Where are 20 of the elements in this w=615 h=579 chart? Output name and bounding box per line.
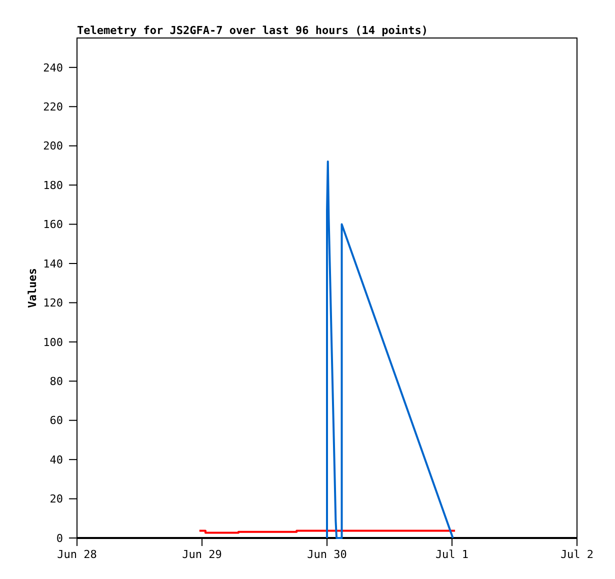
y-tick-label: 120 [43, 296, 63, 310]
y-tick-label: 240 [43, 61, 63, 74]
y-tick-label: 80 [50, 374, 63, 388]
y-tick-label: 20 [50, 492, 63, 506]
x-tick-label: Jun 30 [307, 548, 347, 561]
y-tick-label: 160 [43, 218, 63, 232]
y-tick-label: 0 [56, 532, 63, 545]
chart-title: Telemetry for JS2GFA-7 over last 96 hours (14 points) [77, 24, 428, 37]
x-tick-label: Jul 1 [435, 548, 469, 561]
x-tick-label: Jun 28 [57, 548, 97, 561]
y-tick-label: 100 [43, 336, 63, 349]
y-tick-label: 140 [43, 257, 63, 270]
x-tick-label: Jul 2 [560, 548, 594, 561]
x-tick-label: Jun 29 [182, 548, 222, 561]
y-axis-title: Values [26, 268, 39, 308]
y-tick-label: 40 [50, 453, 63, 466]
y-tick-label: 60 [50, 414, 63, 428]
y-tick-label: 180 [43, 178, 63, 192]
y-tick-label: 220 [43, 100, 63, 114]
y-tick-label: 200 [43, 140, 63, 153]
